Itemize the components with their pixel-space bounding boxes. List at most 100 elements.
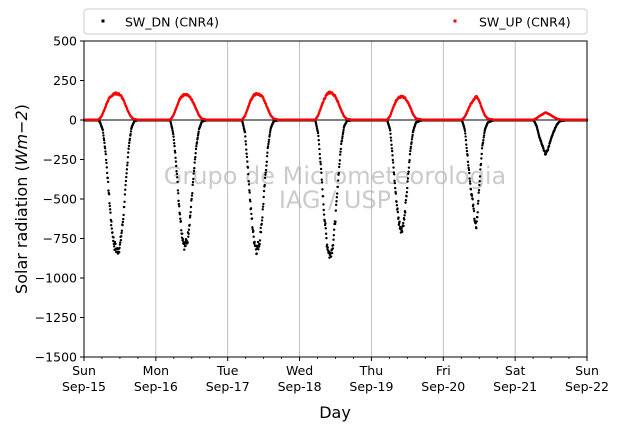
data-point <box>264 168 268 172</box>
legend: SW_DN (CNR4) SW_UP (CNR4) <box>83 8 588 35</box>
data-point <box>338 159 342 162</box>
data-point <box>331 243 335 247</box>
data-point <box>465 146 468 150</box>
data-point <box>338 153 342 156</box>
data-point <box>124 179 128 183</box>
watermark-line-2: IAG / USP <box>279 186 391 214</box>
watermark: Grupo de Micrometeorologia IAG / USP <box>164 162 506 214</box>
data-point <box>123 100 126 103</box>
data-point <box>390 147 394 150</box>
data-point <box>395 204 399 207</box>
data-point <box>262 202 265 206</box>
x-tick-weekday: Sun <box>72 363 96 378</box>
data-point <box>260 219 264 222</box>
data-point <box>337 165 341 169</box>
data-point <box>411 133 414 137</box>
data-point <box>127 151 130 154</box>
y-tick-label: 250 <box>53 73 77 88</box>
data-point <box>192 172 195 175</box>
data-point <box>187 235 190 238</box>
data-point <box>189 205 193 209</box>
data-point <box>243 130 247 134</box>
data-point <box>257 248 260 251</box>
data-point <box>108 204 112 208</box>
data-point <box>126 155 130 159</box>
data-point <box>480 147 484 150</box>
data-point <box>127 144 131 148</box>
data-point <box>391 161 395 164</box>
data-point <box>181 237 185 241</box>
data-point <box>189 211 192 214</box>
data-point <box>244 143 248 146</box>
data-point <box>342 128 345 132</box>
data-point <box>188 223 191 227</box>
data-point <box>465 143 468 146</box>
data-point <box>410 138 414 141</box>
data-point <box>394 192 398 195</box>
data-point <box>172 138 176 142</box>
data-point <box>472 203 475 206</box>
data-point <box>322 208 325 212</box>
data-point <box>193 161 196 164</box>
data-point <box>178 213 182 216</box>
data-point <box>476 215 479 219</box>
data-point <box>173 142 176 145</box>
data-point <box>341 137 344 140</box>
data-point <box>250 212 253 216</box>
data-point <box>119 241 122 244</box>
data-point <box>120 229 124 232</box>
data-point <box>195 145 198 148</box>
x-axis-label: Day <box>319 403 351 422</box>
data-point <box>263 99 266 103</box>
data-point <box>341 132 345 136</box>
data-point <box>339 150 342 153</box>
data-point <box>389 136 393 139</box>
data-point <box>390 143 393 147</box>
data-point <box>463 129 467 133</box>
data-point <box>252 235 255 238</box>
y-tick-label: 500 <box>53 34 77 49</box>
data-point <box>324 222 327 225</box>
data-point <box>195 141 199 144</box>
data-point <box>547 144 551 148</box>
data-point <box>125 175 128 179</box>
data-point <box>406 186 409 190</box>
data-point <box>479 102 482 105</box>
data-point <box>255 252 258 255</box>
data-point <box>472 209 476 213</box>
data-point <box>106 180 110 184</box>
data-point <box>408 158 411 162</box>
data-point <box>332 228 336 231</box>
data-point <box>320 181 324 184</box>
data-point <box>242 125 245 128</box>
data-point <box>172 135 175 138</box>
data-point <box>114 242 117 246</box>
data-point <box>474 222 477 225</box>
data-point <box>129 130 133 133</box>
data-point <box>174 151 177 154</box>
data-point <box>390 149 394 153</box>
data-point <box>122 213 125 217</box>
data-point <box>191 192 194 195</box>
data-point <box>479 162 483 166</box>
data-point <box>475 227 478 230</box>
data-point <box>103 147 107 150</box>
data-point <box>129 133 132 136</box>
data-point <box>197 130 200 133</box>
data-point <box>330 251 334 255</box>
data-point <box>121 220 125 224</box>
data-series <box>82 90 589 259</box>
data-point <box>105 171 109 175</box>
data-point <box>398 220 401 223</box>
data-point <box>471 198 474 201</box>
data-point <box>396 207 399 210</box>
data-point <box>190 197 193 201</box>
data-point <box>389 132 392 135</box>
data-point <box>247 180 250 183</box>
y-tick-label: −500 <box>43 192 77 207</box>
data-point <box>196 136 199 140</box>
y-axis-label: Solar radiation (Wm−2) <box>12 104 31 294</box>
data-point <box>181 232 184 235</box>
data-point <box>340 142 343 146</box>
